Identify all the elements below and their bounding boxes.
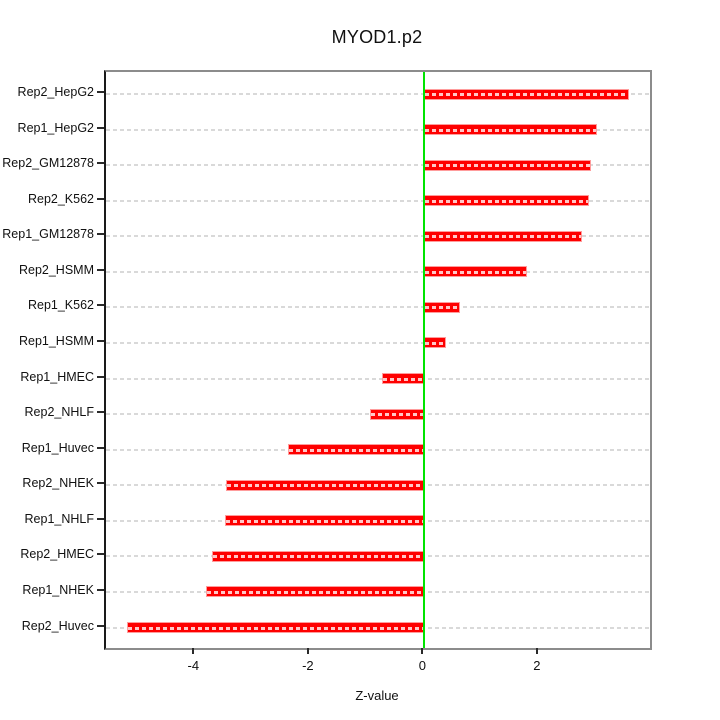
gridline: [106, 128, 650, 131]
bar-grid-overlay: [206, 590, 424, 594]
y-axis-tick: [97, 411, 104, 414]
y-axis-tick: [97, 517, 104, 520]
gridline: [106, 164, 650, 167]
bar-grid-overlay: [225, 519, 424, 523]
y-axis-tick: [97, 304, 104, 307]
y-axis-label: Rep2_HMEC: [20, 547, 94, 562]
y-axis-label: Rep2_GM12878: [2, 156, 94, 171]
bar-grid-overlay: [370, 413, 424, 417]
bar: [424, 195, 589, 207]
y-axis-label: Rep1_NHEK: [22, 582, 94, 597]
y-axis-tick: [97, 91, 104, 93]
plot-area: [104, 70, 652, 650]
x-axis-tick-label: 0: [418, 658, 426, 673]
bar: [224, 515, 425, 527]
y-axis-label: Rep2_K562: [27, 191, 94, 206]
bar-grid-overlay: [425, 164, 590, 168]
bar-grid-overlay: [127, 626, 424, 630]
y-axis-tick: [97, 375, 104, 378]
bar: [424, 88, 629, 100]
bar: [126, 622, 425, 634]
x-axis-tick: [306, 648, 309, 654]
bar: [288, 444, 425, 456]
bar-grid-overlay: [425, 306, 460, 310]
y-axis-label: Rep1_HepG2: [17, 120, 94, 135]
y-axis-label: Rep2_NHEK: [22, 476, 94, 491]
y-axis-label: Rep1_HMEC: [20, 369, 94, 384]
y-axis-tick: [97, 268, 104, 271]
x-axis-tick-label: -4: [187, 658, 200, 673]
bar: [424, 337, 446, 349]
gridline: [106, 235, 650, 238]
bar: [211, 550, 425, 562]
chart-title: MYOD1.p2: [331, 27, 423, 47]
gridline: [106, 93, 650, 95]
bar-grid-overlay: [227, 484, 424, 488]
y-axis-tick: [97, 624, 104, 627]
bar-grid-overlay: [289, 448, 424, 452]
y-axis-tick: [97, 482, 104, 485]
y-axis-label: Rep2_HSMM: [18, 262, 94, 277]
gridline: [106, 341, 650, 344]
y-axis-label: Rep1_GM12878: [2, 227, 94, 242]
bar: [369, 408, 425, 420]
y-axis-tick: [97, 588, 104, 591]
y-axis-tick: [97, 553, 104, 556]
bar: [424, 230, 583, 242]
bar-grid-overlay: [425, 199, 588, 203]
bar-grid-overlay: [383, 377, 424, 381]
bar-grid-overlay: [425, 235, 582, 239]
bar: [382, 373, 425, 385]
bar: [424, 301, 461, 313]
bar: [424, 159, 591, 171]
x-axis-tick: [535, 648, 538, 654]
y-axis-label: Rep1_Huvec: [21, 440, 94, 455]
bar-grid-overlay: [425, 128, 597, 132]
gridline: [106, 306, 650, 309]
bar-grid-overlay: [425, 341, 445, 345]
y-axis-label: Rep1_K562: [27, 298, 94, 313]
x-axis-tick-label: 2: [533, 658, 541, 673]
y-axis-tick: [97, 339, 104, 342]
gridline: [106, 270, 650, 273]
y-axis-label: Rep1_NHLF: [24, 511, 94, 526]
bar: [205, 586, 425, 598]
y-axis-tick: [97, 126, 104, 129]
bar-grid-overlay: [212, 555, 424, 559]
zero-reference-line: [423, 72, 426, 648]
y-axis-tick: [97, 446, 104, 449]
y-axis-label: Rep1_HSMM: [18, 333, 94, 348]
y-axis-tick: [97, 162, 104, 165]
bar: [226, 479, 425, 491]
y-axis-label: Rep2_NHLF: [24, 405, 94, 420]
y-axis-label: Rep2_HepG2: [17, 85, 94, 99]
bar-grid-overlay: [425, 93, 628, 96]
y-axis-tick: [97, 233, 104, 236]
bar: [424, 124, 598, 136]
bar: [424, 266, 528, 278]
gridline: [106, 199, 650, 202]
x-axis-tick: [192, 648, 195, 654]
y-axis-tick: [97, 197, 104, 200]
x-axis-title: Z-value: [355, 688, 399, 703]
bar-grid-overlay: [425, 270, 527, 274]
x-axis-tick: [421, 648, 424, 654]
gridline: [106, 377, 650, 380]
x-axis-tick-label: -2: [302, 658, 314, 673]
y-axis-label: Rep2_Huvec: [21, 618, 94, 633]
